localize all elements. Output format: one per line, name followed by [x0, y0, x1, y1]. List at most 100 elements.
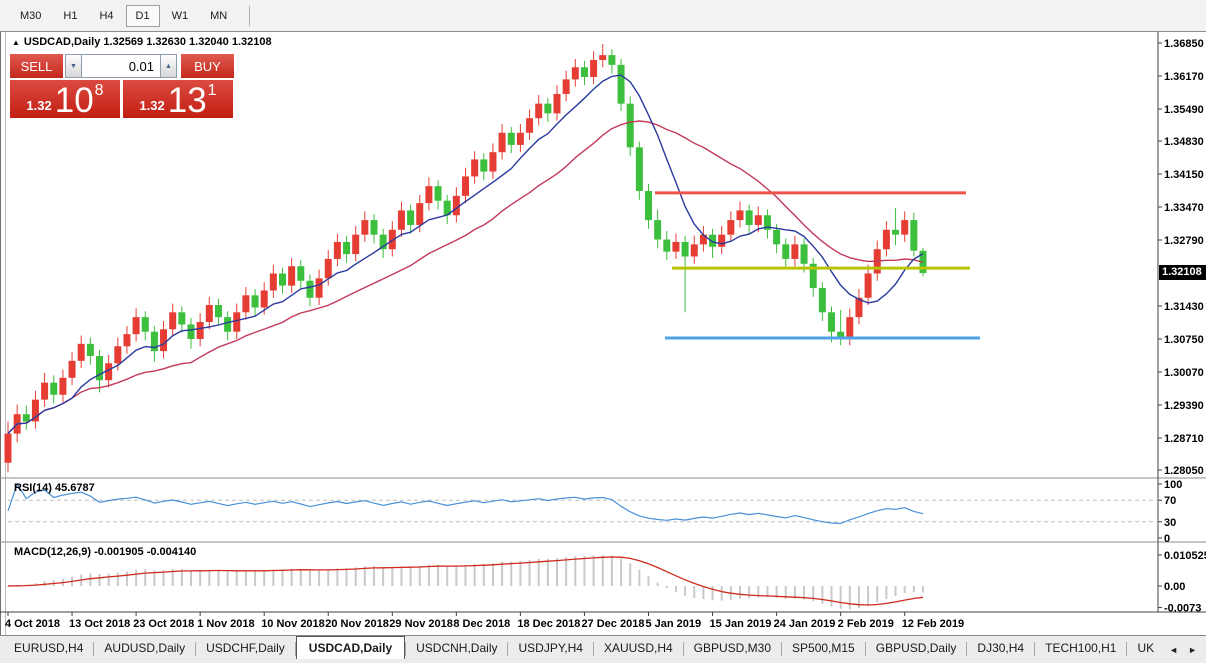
timeframe-button-m30[interactable]: M30: [10, 5, 51, 27]
timeframe-button-h1[interactable]: H1: [53, 5, 87, 27]
candle: [763, 215, 771, 230]
tab-uk[interactable]: UK: [1137, 641, 1155, 655]
candle: [718, 234, 726, 247]
candle: [416, 203, 424, 225]
timeframe-button-mn[interactable]: MN: [200, 5, 237, 27]
rsi-axis-label: 70: [1164, 495, 1176, 507]
candle: [324, 258, 332, 279]
candle: [699, 234, 707, 245]
tab-xauusd-h4[interactable]: XAUUSD,H4: [603, 641, 673, 655]
macd-axis-label: 0.00: [1164, 581, 1185, 593]
tab-sp500-m15[interactable]: SP500,M15: [792, 641, 855, 655]
buy-button[interactable]: BUY: [181, 54, 234, 78]
candle: [242, 295, 250, 313]
tab-divider: [195, 642, 197, 656]
candle: [59, 377, 67, 395]
candle: [407, 210, 415, 225]
current-price-badge: 1.32108: [1159, 265, 1206, 280]
tab-gbpusd-m30[interactable]: GBPUSD,M30: [693, 641, 772, 655]
timeframe-button-h4[interactable]: H4: [89, 5, 123, 27]
tab-usdcad-daily[interactable]: USDCAD,Daily: [295, 636, 406, 659]
candle: [224, 317, 232, 332]
price-axis-label: 1.33470: [1164, 202, 1204, 214]
price-chart-canvas[interactable]: 1.36850 1.36170 1.35490 1.34830 1.34150 1.334…: [0, 32, 1206, 635]
candle: [498, 132, 506, 153]
tab-divider: [781, 642, 783, 656]
lot-increase-button[interactable]: ▲: [160, 54, 177, 78]
chart-ohlc-values: 1.32569 1.32630 1.32040 1.32108: [103, 36, 272, 48]
candle: [251, 295, 259, 308]
date-axis-label: 13 Oct 2018: [69, 618, 130, 630]
candle: [681, 241, 689, 257]
lot-decrease-button[interactable]: ▼: [65, 54, 82, 78]
rsi-indicator-label: RSI(14) 45.6787: [14, 482, 95, 494]
candle: [114, 346, 122, 364]
candle: [782, 244, 790, 259]
macd-indicator-label: MACD(12,26,9) -0.001905 -0.004140: [14, 546, 197, 558]
tab-usdchf-daily[interactable]: USDCHF,Daily: [206, 641, 285, 655]
lot-size-input[interactable]: [82, 54, 160, 78]
buy-price-button[interactable]: 1.32 13 1: [123, 80, 233, 118]
timeframe-button-w1[interactable]: W1: [162, 5, 199, 27]
date-axis-label: 15 Jan 2019: [710, 618, 772, 630]
candle: [580, 67, 588, 77]
rsi-line: [7, 483, 924, 525]
candle: [690, 244, 698, 257]
date-axis-label: 27 Dec 2018: [581, 618, 644, 630]
price-axis-label: 1.34830: [1164, 136, 1204, 148]
tab-dj30-h4[interactable]: DJ30,H4: [977, 641, 1025, 655]
candle: [178, 312, 186, 325]
candle: [892, 229, 900, 235]
candle: [452, 195, 460, 216]
sell-button[interactable]: SELL: [10, 54, 63, 78]
chart-tabs-bar: EURUSD,H4 AUDUSD,Daily USDCHF,Daily USDCAD,…: [0, 635, 1206, 663]
tab-tech100-h1[interactable]: TECH100,H1: [1045, 641, 1117, 655]
sell-price-button[interactable]: 1.32 10 8: [10, 80, 120, 118]
rsi-axis-label: 0: [1164, 533, 1170, 545]
date-axis-label: 1 Nov 2018: [197, 618, 254, 630]
macd-axis-label: -0.0073: [1164, 603, 1201, 615]
tabs-scroll-right-icon[interactable]: ►: [1188, 645, 1197, 655]
rsi-axis-label: 30: [1164, 517, 1176, 529]
candle: [196, 322, 204, 339]
candle: [41, 382, 49, 400]
tabs-scroll-left-icon[interactable]: ◄: [1169, 645, 1179, 655]
candle: [855, 297, 863, 318]
candle: [187, 324, 195, 339]
candle: [260, 290, 268, 308]
tab-usdcnh-daily[interactable]: USDCNH,Daily: [416, 641, 498, 655]
tab-eurusd-h4[interactable]: EURUSD,H4: [14, 641, 84, 655]
candle: [205, 305, 213, 323]
candle: [333, 241, 341, 259]
date-axis-label: 24 Jan 2019: [774, 618, 836, 630]
date-axis-label: 8 Dec 2018: [453, 618, 510, 630]
candle: [379, 234, 387, 250]
tab-audusd-daily[interactable]: AUDUSD,Daily: [104, 641, 186, 655]
candle: [645, 190, 652, 221]
tab-gbpusd-daily[interactable]: GBPUSD,Daily: [875, 641, 957, 655]
tab-divider: [682, 642, 684, 656]
candle: [608, 55, 616, 65]
tab-divider: [294, 642, 296, 656]
candle: [434, 186, 442, 201]
price-axis-label: 1.31430: [1164, 301, 1204, 313]
candle: [471, 159, 479, 177]
candle: [214, 305, 222, 318]
candle: [672, 241, 680, 252]
candle: [269, 273, 277, 291]
tab-usdjpy-h4[interactable]: USDJPY,H4: [518, 641, 583, 655]
price-axis-label: 1.36170: [1164, 71, 1204, 83]
candle: [800, 244, 808, 264]
tab-divider: [966, 642, 968, 656]
candle: [846, 317, 854, 339]
candle: [489, 152, 497, 172]
price-axis-label: 1.28710: [1164, 433, 1204, 445]
price-axis-label: 1.35490: [1164, 104, 1204, 116]
candle: [22, 414, 30, 422]
timeframe-button-d1[interactable]: D1: [125, 4, 160, 27]
candle: [352, 234, 360, 255]
candle: [544, 103, 552, 114]
candle: [123, 334, 131, 347]
candle: [809, 263, 817, 289]
tab-divider: [405, 642, 407, 656]
